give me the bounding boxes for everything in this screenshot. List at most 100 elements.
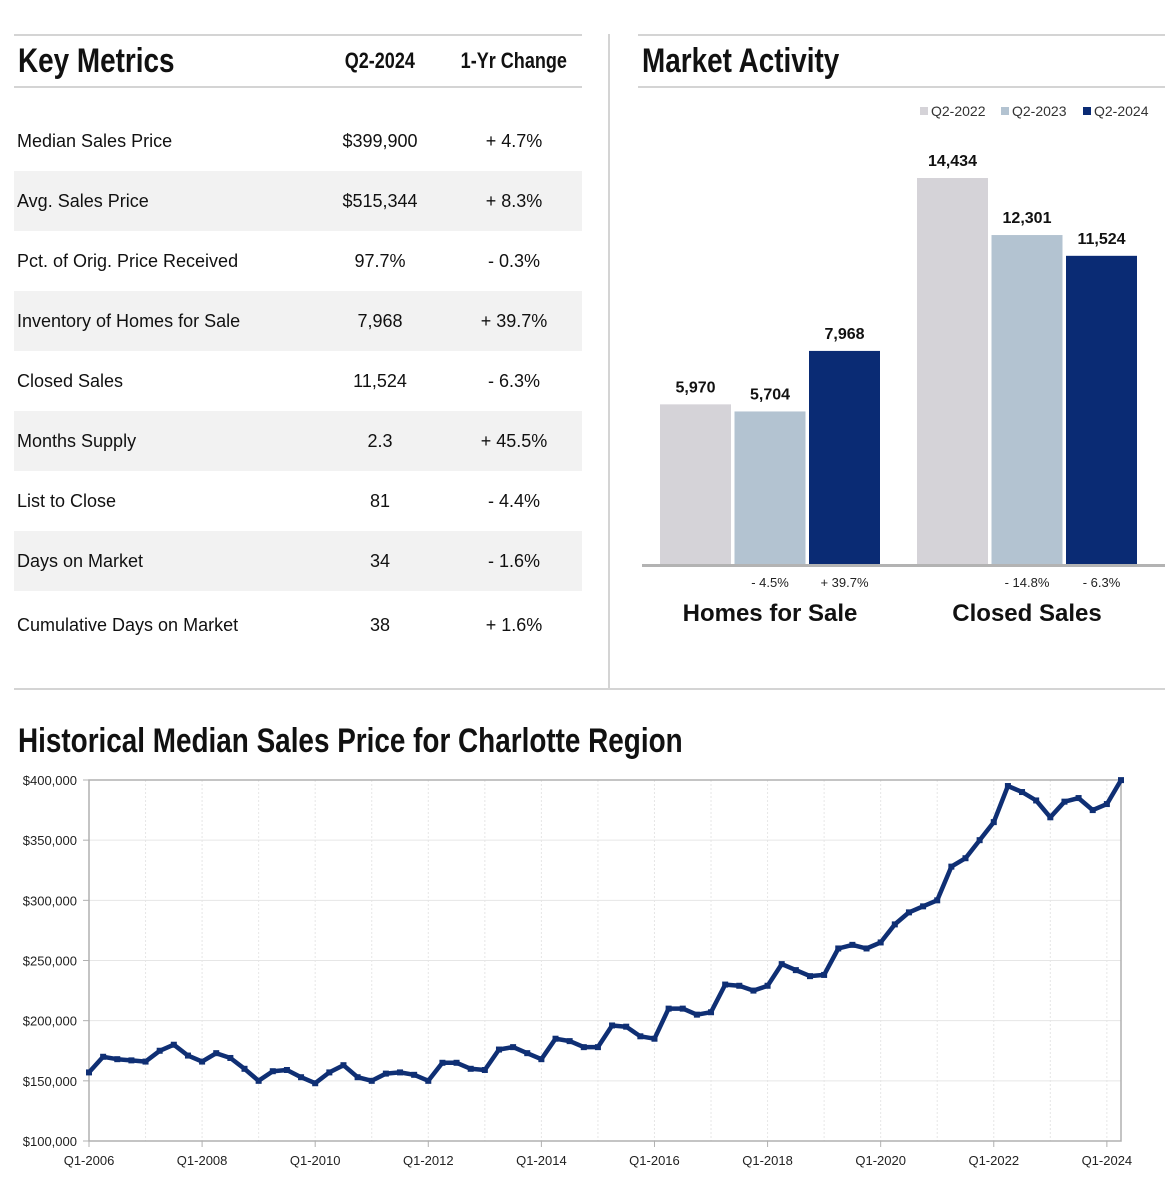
data-point — [86, 1069, 92, 1076]
data-point — [849, 941, 856, 948]
metric-change: - 4.4% — [487, 491, 541, 511]
category-label: Closed Sales — [952, 600, 1101, 627]
legend-label: Q2-2024 — [1094, 103, 1149, 119]
change-label: + 39.7% — [820, 575, 869, 590]
legend-label: Q2-2023 — [1012, 103, 1067, 119]
metric-change: - 1.6% — [487, 551, 541, 571]
data-point — [1061, 798, 1068, 805]
metric-label: Median Sales Price — [17, 131, 173, 151]
data-point — [326, 1069, 333, 1076]
legend-label: Q2-2022 — [931, 103, 986, 119]
y-tick-label: $200,000 — [23, 1014, 77, 1029]
data-point — [397, 1069, 404, 1076]
change-label: - 6.3% — [1083, 575, 1121, 590]
data-point — [736, 982, 743, 989]
bar — [917, 178, 988, 564]
bar-value-label: 5,970 — [675, 379, 715, 396]
data-point — [382, 1070, 389, 1077]
metric-row: Cumulative Days on Market 38 + 1.6% — [14, 595, 582, 655]
data-point — [439, 1059, 446, 1066]
metric-change: + 45.5% — [480, 431, 548, 451]
data-point — [651, 1035, 658, 1042]
x-tick-label: Q1-2020 — [855, 1153, 906, 1168]
metric-row: Avg. Sales Price $515,344 + 8.3% — [14, 171, 582, 231]
bar-value-label: 7,968 — [824, 326, 864, 343]
data-point — [693, 1011, 700, 1018]
data-point — [227, 1054, 234, 1061]
data-point — [990, 819, 997, 826]
data-point — [806, 973, 813, 980]
col-header-period-wrap: Q2-2024 — [310, 48, 450, 74]
y-tick-label: $150,000 — [23, 1074, 77, 1089]
data-point — [170, 1041, 177, 1048]
metric-row: Median Sales Price $399,900 + 4.7% — [14, 111, 582, 171]
metric-change: - 6.3% — [487, 371, 541, 391]
legend-swatch — [1083, 107, 1091, 115]
data-point — [580, 1044, 587, 1051]
bar — [660, 404, 731, 564]
metric-label: Days on Market — [17, 551, 144, 571]
data-point — [679, 1005, 686, 1012]
metric-value: 97.7% — [354, 251, 406, 271]
data-point — [665, 1005, 672, 1012]
data-point — [298, 1074, 305, 1081]
bar-value-label: 11,524 — [1077, 231, 1125, 248]
historical-title: Historical Median Sales Price for Charlo… — [18, 722, 683, 760]
data-point — [792, 967, 799, 974]
col-header-period: Q2-2024 — [344, 48, 416, 73]
data-point — [1103, 801, 1110, 808]
metric-value: 11,524 — [353, 371, 407, 391]
col-header-change: 1-Yr Change — [460, 48, 568, 73]
metric-row: Closed Sales 11,524 - 6.3% — [14, 351, 582, 411]
change-label: - 14.8% — [1005, 575, 1050, 590]
price-line — [87, 778, 1123, 1086]
data-point — [1075, 795, 1082, 802]
data-point — [835, 945, 842, 952]
data-point — [312, 1080, 319, 1087]
metric-value: 81 — [369, 491, 391, 511]
y-tick-label: $100,000 — [23, 1134, 77, 1149]
x-tick-label: Q1-2008 — [177, 1153, 228, 1168]
data-point — [213, 1050, 220, 1057]
data-point — [552, 1035, 559, 1042]
y-tick-label: $400,000 — [23, 773, 77, 788]
metric-change: + 8.3% — [485, 191, 543, 211]
data-point — [283, 1067, 290, 1074]
data-point — [920, 903, 927, 910]
data-point — [948, 863, 955, 870]
data-point — [199, 1058, 206, 1065]
metric-row: Days on Market 34 - 1.6% — [14, 531, 582, 591]
data-point — [241, 1065, 248, 1072]
data-point — [142, 1058, 149, 1065]
metric-value: 34 — [369, 551, 391, 571]
bar-baseline — [642, 564, 1165, 567]
data-point — [934, 897, 941, 904]
col-header-change-wrap: 1-Yr Change — [444, 48, 584, 74]
metric-value: $515,344 — [342, 191, 418, 211]
x-tick-label: Q1-2022 — [968, 1153, 1019, 1168]
data-point — [354, 1074, 361, 1081]
plot-frame — [88, 779, 1122, 1142]
x-tick-label: Q1-2018 — [742, 1153, 793, 1168]
metric-label: Closed Sales — [17, 371, 124, 391]
bar-value-label: 5,704 — [750, 386, 790, 403]
data-point — [481, 1067, 488, 1074]
metric-value: 2.3 — [367, 431, 393, 451]
data-point — [1089, 807, 1096, 814]
data-point — [708, 1009, 715, 1016]
data-point — [821, 971, 828, 978]
data-point — [1118, 777, 1124, 784]
y-tick-label: $250,000 — [23, 954, 77, 969]
bar — [1066, 255, 1137, 564]
data-point — [976, 837, 983, 844]
bar — [991, 235, 1063, 564]
bar — [734, 411, 806, 564]
data-point — [524, 1050, 531, 1057]
metric-row: List to Close 81 - 4.4% — [14, 471, 582, 531]
data-point — [340, 1062, 347, 1069]
y-tick-label: $300,000 — [23, 893, 77, 908]
metric-label: Avg. Sales Price — [17, 191, 149, 211]
x-tick-label: Q1-2024 — [1082, 1153, 1133, 1168]
data-point — [100, 1053, 107, 1060]
data-point — [623, 1023, 630, 1030]
